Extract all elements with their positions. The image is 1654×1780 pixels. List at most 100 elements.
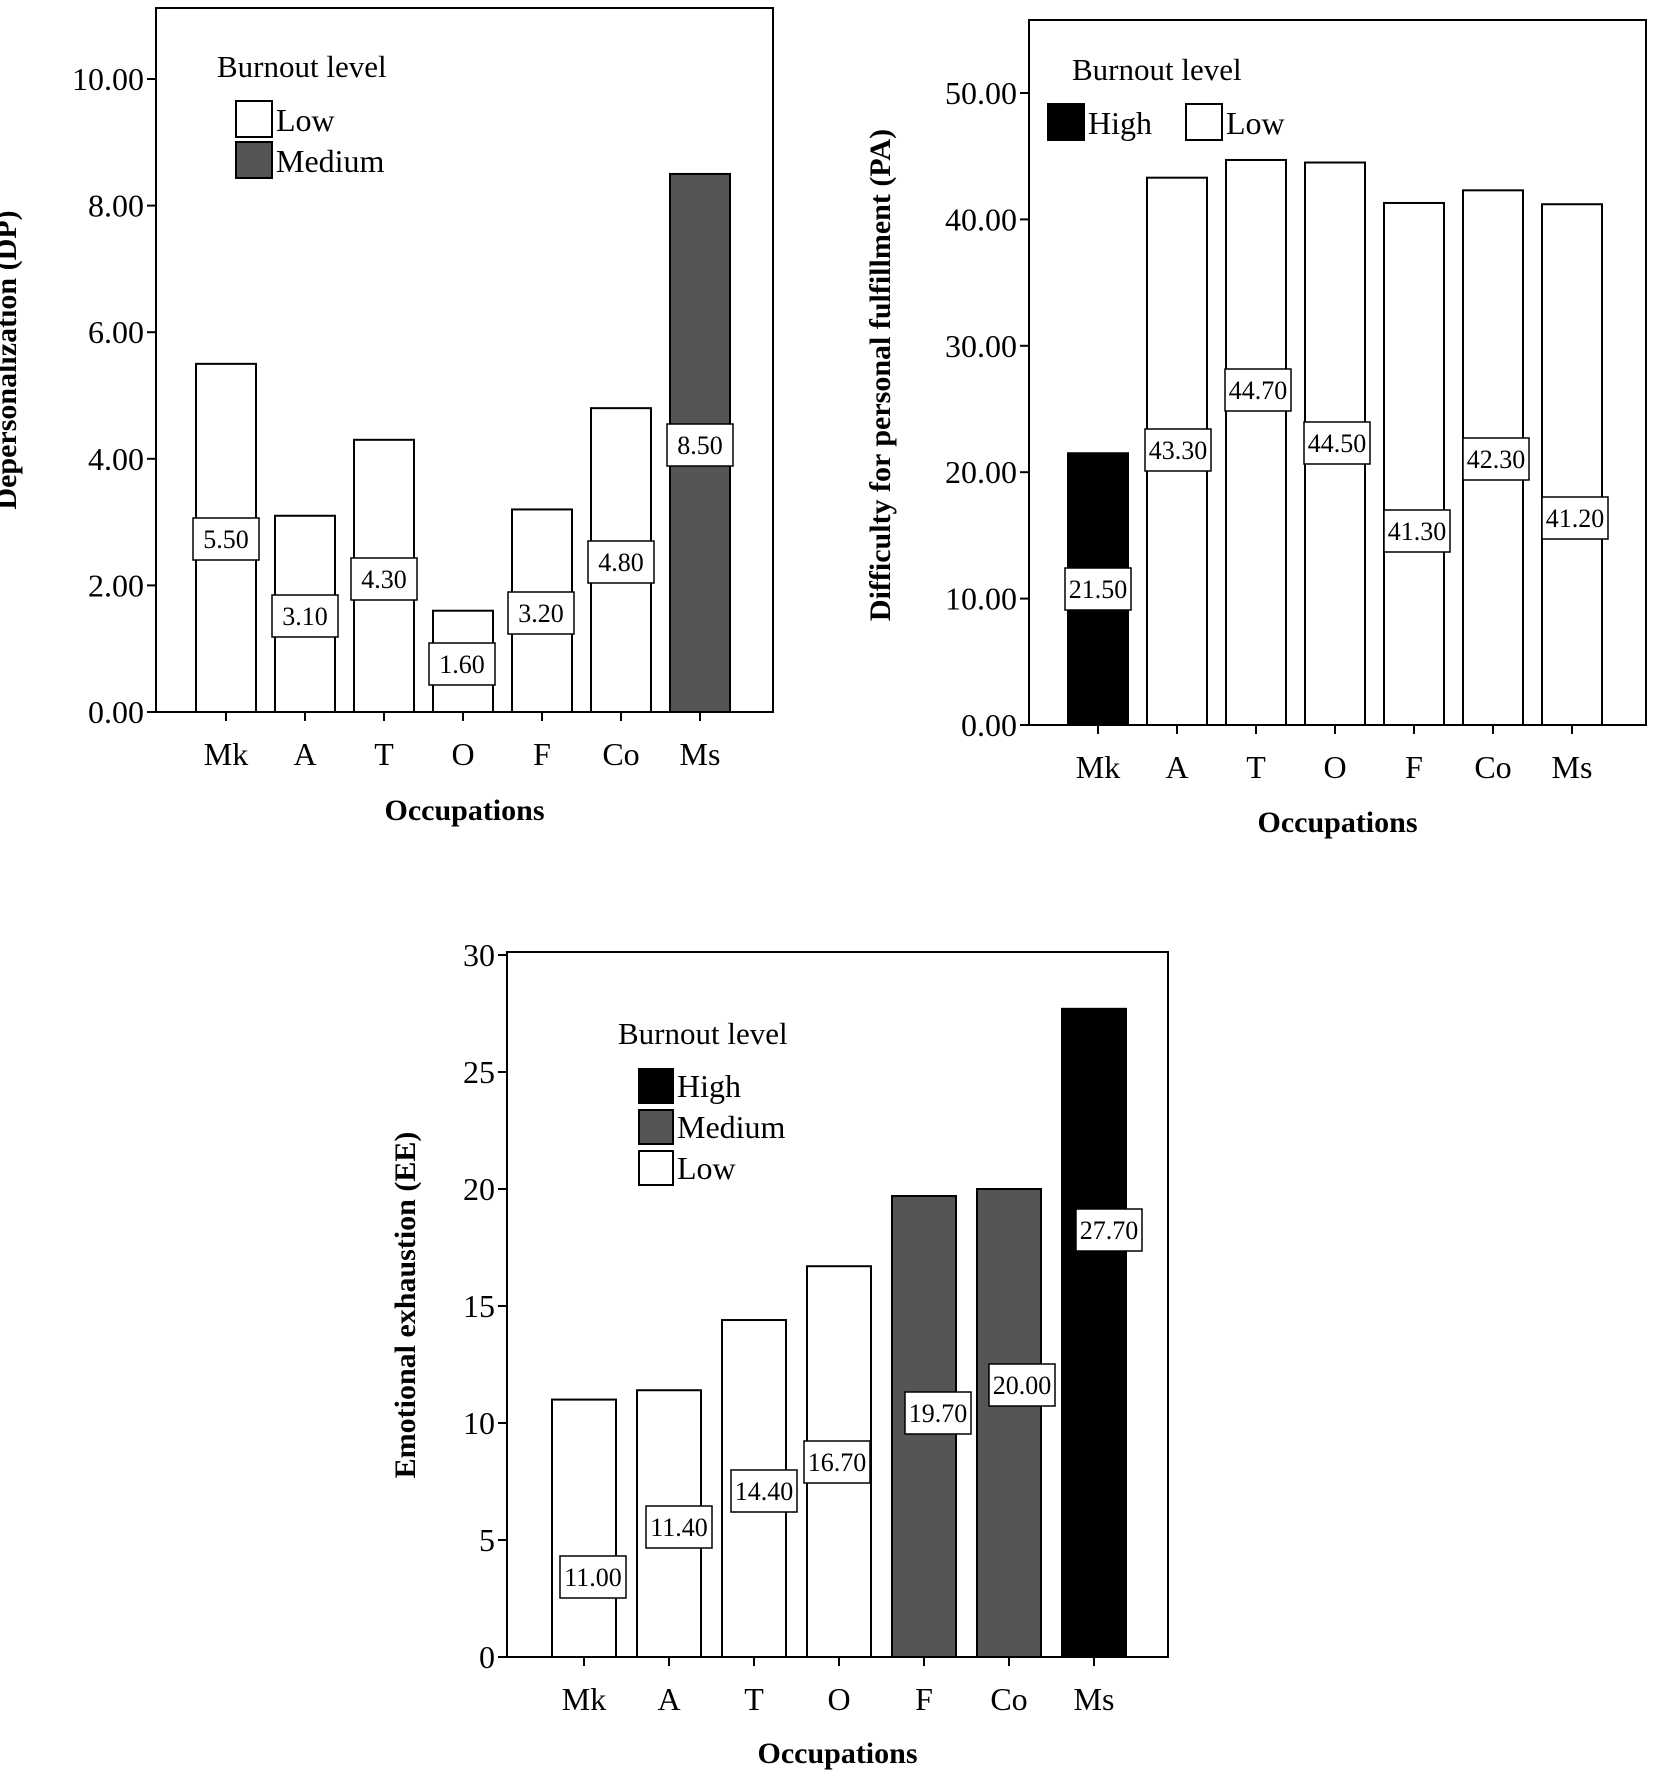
data-label: 41.30 [1388,517,1447,546]
data-label-box [1541,496,1609,540]
y-axis-title: Depersonalization (DP) [0,210,23,509]
x-tick-label: Ms [1552,749,1593,785]
x-tick-label: T [1246,749,1266,785]
y-tick-label: 40.00 [945,201,1017,237]
x-tick-label: Co [1474,749,1511,785]
bar-Ms [1541,203,1603,726]
data-label: 11.40 [650,1513,708,1542]
legend-label: High [1088,105,1152,141]
legend-label: Low [677,1150,736,1186]
x-tick-label: A [1165,749,1188,785]
x-tick-label: F [1405,749,1423,785]
y-tick-label: 0 [479,1639,495,1675]
legend-swatch-low [638,1150,674,1186]
data-label: 4.80 [598,548,644,577]
legend-swatch-low [235,100,273,138]
legend-title: Burnout level [217,49,387,84]
y-tick-label: 30.00 [945,328,1017,364]
chart-panel-2: 0.00 10.00 20.00 30.00 40.00 50.00 Mk A T O F Co Ms 2… [864,19,1647,839]
legend-swatch-medium [235,141,273,179]
data-label-box [1075,1208,1143,1252]
data-label: 42.30 [1467,445,1526,474]
x-tick-label: F [915,1681,933,1717]
data-label-box [587,540,655,584]
data-label: 14.40 [735,1477,794,1506]
data-label-box [192,517,260,561]
y-tick-label: 10.00 [945,581,1017,617]
legend-swatch-high [1047,103,1085,141]
y-tick-label: 8.00 [88,188,144,224]
y-tick-label: 0.00 [88,694,144,730]
data-label-box [271,594,339,638]
legend-swatch-high [638,1068,674,1104]
y-tick-label: 2.00 [88,567,144,603]
data-label: 21.50 [1069,575,1128,604]
legend-label: High [677,1068,741,1104]
y-tick-label: 25 [463,1054,495,1090]
y-tick-label: 5 [479,1522,495,1558]
bar-F [1383,201,1445,726]
data-label: 41.20 [1546,504,1605,533]
legend-swatch-low [1185,103,1223,141]
data-label-box [1303,421,1371,465]
y-tick-label: 20 [463,1171,495,1207]
data-label: 5.50 [203,525,249,554]
y-tick-label: 6.00 [88,314,144,350]
data-label: 44.70 [1229,376,1288,405]
data-label: 44.50 [1308,429,1367,458]
x-tick-label: Mk [1076,749,1120,785]
y-tick-label: 30 [463,937,495,973]
data-label: 4.30 [361,565,407,594]
x-tick-label: Mk [204,736,248,772]
y-tick-label: 10.00 [72,61,144,97]
legend-label: Medium [677,1109,786,1145]
bar-Co [976,1188,1042,1658]
data-label-box [507,591,575,635]
data-label: 43.30 [1149,436,1208,465]
bar-Mk [551,1398,617,1658]
x-axis-title: Occupations [757,1737,917,1770]
y-axis-title: Emotional exhaustion (EE) [389,1132,422,1479]
data-label-box [645,1505,713,1549]
chart-panel-3: 0 5 10 15 20 25 30 Mk A T O F Co Ms 11.00 11.40 14.40 16.… [389,937,1169,1770]
bar-Ms [1061,1007,1127,1658]
y-tick-label: 0.00 [961,707,1017,743]
data-label: 16.70 [808,1448,867,1477]
x-tick-label: F [533,736,551,772]
legend-swatch-medium [638,1109,674,1145]
legend-label: Medium [276,143,385,179]
x-tick-label: Ms [1074,1681,1115,1717]
legend-label: Low [276,102,335,138]
data-label-box [1383,509,1451,553]
data-label-box [1064,567,1132,611]
y-tick-label: 4.00 [88,441,144,477]
chart-panel-1: 0.00 2.00 4.00 6.00 8.00 10.00 Mk A T O F Co Ms 5.50 3… [0,7,774,827]
data-label-box [666,423,734,467]
x-tick-label: O [1323,749,1346,785]
data-label-box [350,557,418,601]
bar-T [1225,158,1287,726]
data-label: 11.00 [564,1563,622,1592]
legend-label: Low [1226,105,1285,141]
x-tick-label: O [451,736,474,772]
data-label: 1.60 [439,650,485,679]
data-label: 19.70 [909,1399,968,1428]
data-label: 3.10 [282,602,328,631]
y-axis-title: Difficulty for personal fulfillment (PA) [864,129,897,621]
legend: Burnout level Low Medium [217,49,387,179]
x-tick-label: O [827,1681,850,1717]
data-label: 20.00 [993,1371,1052,1400]
legend-title: Burnout level [618,1016,788,1051]
x-tick-label: Mk [562,1681,606,1717]
legend: Burnout level High Medium Low [618,1016,788,1186]
legend: Burnout level High Low [1047,52,1285,141]
x-tick-label: Co [602,736,639,772]
y-tick-label: 50.00 [945,75,1017,111]
data-label: 27.70 [1080,1216,1139,1245]
x-axis-title: Occupations [384,794,544,827]
x-tick-label: T [744,1681,764,1717]
data-label-box [1144,428,1212,472]
data-label-box [559,1555,627,1599]
x-tick-label: A [293,736,316,772]
